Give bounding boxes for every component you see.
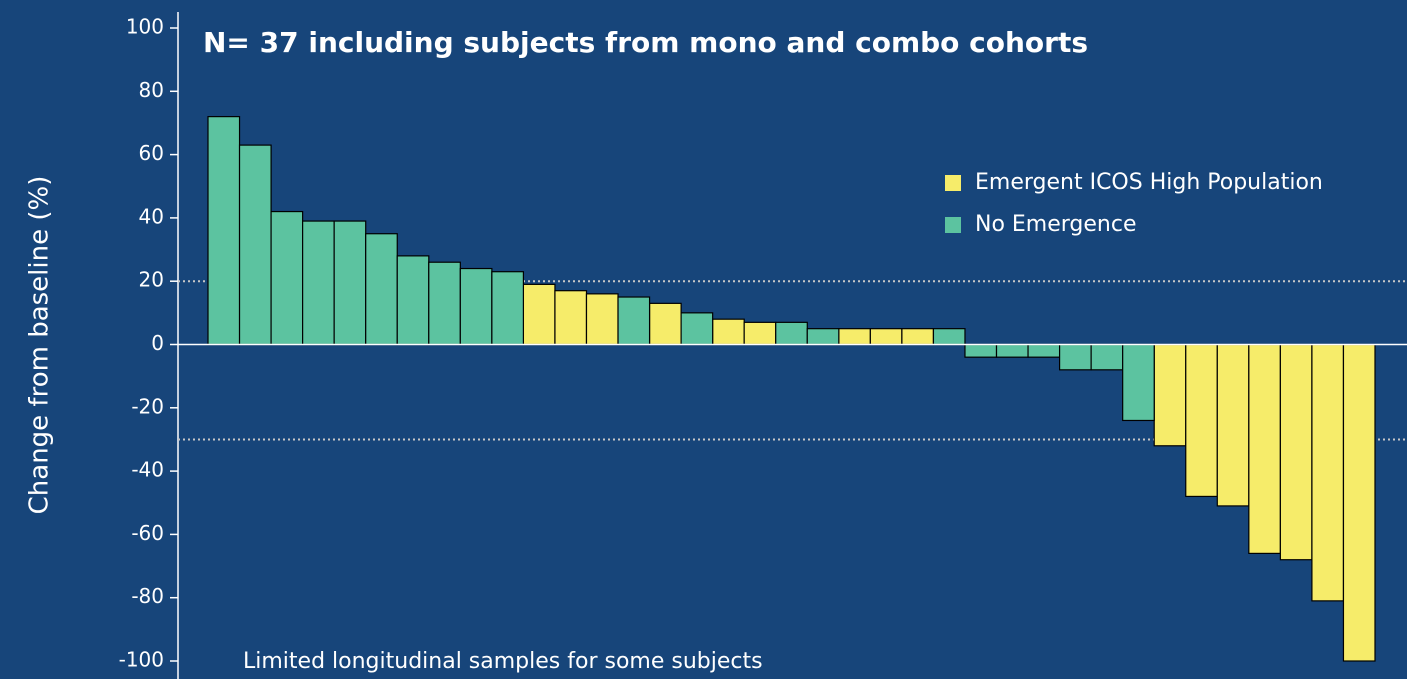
bar [1185,343,1218,498]
bar [806,328,840,346]
y-tick-label: -40 [131,458,164,482]
bar [995,343,1029,358]
y-tick-label: 60 [139,141,164,165]
y-tick-label: 20 [139,268,164,292]
bar [459,267,493,346]
y-tick-label: 80 [139,78,164,102]
bar [1027,343,1061,358]
legend-swatch [945,175,961,191]
bar [712,318,745,346]
bar [1279,343,1313,561]
bar [333,220,367,346]
legend-label: No Emergence [975,212,1137,237]
bar [617,296,651,346]
bar [270,210,304,346]
y-tick-label: -20 [131,394,164,418]
bar [491,271,525,346]
bar [428,261,461,346]
bar [1216,343,1250,507]
y-tick-label: -60 [131,521,164,545]
bar [365,233,398,346]
bar [1311,343,1345,602]
bar [1058,343,1092,371]
y-tick-label: -80 [131,584,164,608]
bar [396,255,430,346]
chart-title: N= 37 including subjects from mono and c… [203,26,1088,59]
bar [964,343,998,358]
y-axis-label: Change from baseline (%) [25,176,55,515]
bar [932,328,966,346]
bar [648,302,682,346]
annotation: Limited longitudinal samples for some su… [243,649,763,674]
bar [743,321,777,346]
bar [238,144,272,346]
y-tick-label: 0 [151,331,164,355]
bar [869,328,903,346]
bar [522,283,556,346]
bar [1248,343,1281,554]
legend-swatch [945,217,961,233]
bar [302,220,335,346]
y-tick-label: 40 [139,204,164,228]
bar [585,293,619,346]
bar [680,312,714,346]
bar [207,116,241,346]
bar [775,321,808,346]
legend-label: Emergent ICOS High Population [975,170,1323,195]
bar [838,328,871,346]
bar [1153,343,1187,447]
bar [1342,343,1376,662]
bar [1090,343,1124,371]
y-tick-label: 100 [126,15,164,39]
bar [554,290,588,346]
bar [901,328,935,346]
y-tick-label: -100 [119,648,164,672]
bar [1122,343,1155,422]
